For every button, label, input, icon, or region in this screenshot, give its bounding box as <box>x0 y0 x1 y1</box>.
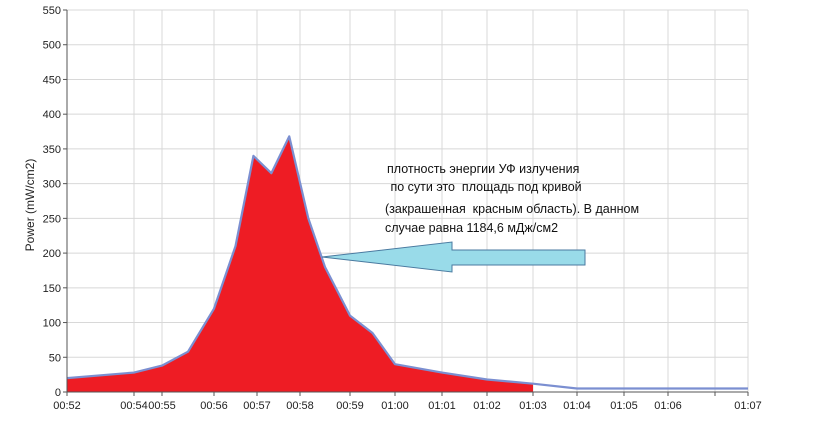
annotation-line-3: (закрашенная красным область). В данном <box>385 202 640 216</box>
annotation-line-2: по сути это площадь под кривой <box>387 180 582 194</box>
x-tick-label: 01:00 <box>381 400 409 412</box>
x-tick-label: 00:56 <box>200 400 228 412</box>
annotation-arrow <box>321 241 586 273</box>
y-tick-label: 350 <box>43 144 61 156</box>
x-tick-label: 00:55 <box>148 400 176 412</box>
y-tick-label: 400 <box>43 109 61 121</box>
annotation-line-4: случае равна 1184,6 мДж/см2 <box>385 221 559 235</box>
area-series <box>66 135 748 392</box>
y-tick-label: 300 <box>43 179 61 191</box>
y-tick-label: 150 <box>43 283 61 295</box>
x-tick-labels: 00:52 00:54 00:55 00:56 00:57 00:58 00:59 01:00… <box>53 400 762 412</box>
y-tick-label: 450 <box>43 74 61 86</box>
x-tick-label: 01:06 <box>654 400 682 412</box>
y-tick-label: 0 <box>55 387 61 399</box>
x-tick-label: 00:57 <box>243 400 271 412</box>
x-tick-label: 01:05 <box>610 400 638 412</box>
y-axis-label: Power (mW/cm2) <box>23 159 37 252</box>
area-fill <box>67 136 533 392</box>
x-tick-label: 01:07 <box>734 400 762 412</box>
y-tick-labels: 0 50 100 150 200 250 300 350 400 450 500 550 <box>43 5 61 399</box>
series-line <box>66 135 748 390</box>
y-tick-label: 500 <box>43 40 61 52</box>
y-tick-label: 250 <box>43 213 61 225</box>
x-tick-label: 00:54 <box>120 400 148 412</box>
annotation-line-1: плотность энергии УФ излучения <box>387 162 580 176</box>
x-tick-label: 00:58 <box>286 400 314 412</box>
grid-lines <box>66 9 749 392</box>
x-tick-label: 01:01 <box>428 400 456 412</box>
y-tick-label: 200 <box>43 248 61 260</box>
y-tick-label: 100 <box>43 318 61 330</box>
axes <box>63 9 749 396</box>
y-tick-label: 550 <box>43 5 61 17</box>
y-tick-label: 50 <box>49 352 61 364</box>
x-tick-label: 01:04 <box>563 400 591 412</box>
x-tick-label: 01:02 <box>473 400 501 412</box>
x-tick-label: 00:52 <box>53 400 81 412</box>
x-tick-label: 00:59 <box>336 400 364 412</box>
x-tick-label: 01:03 <box>519 400 547 412</box>
